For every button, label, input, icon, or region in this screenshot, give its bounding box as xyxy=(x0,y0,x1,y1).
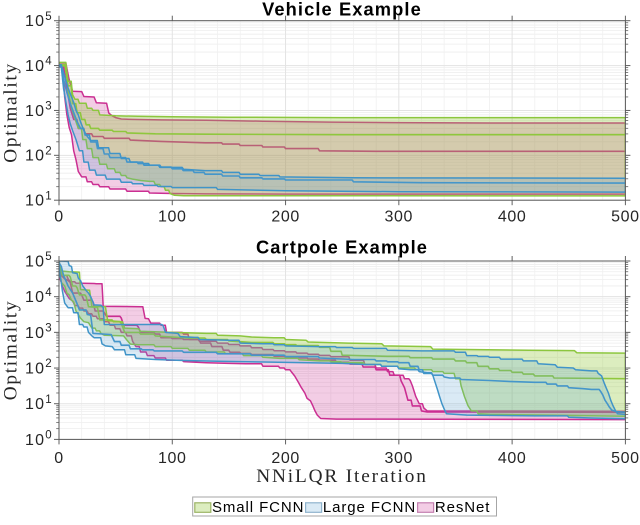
svg-text:400: 400 xyxy=(498,450,527,467)
svg-text:101: 101 xyxy=(25,394,53,413)
svg-text:103: 103 xyxy=(25,101,53,120)
svg-text:300: 300 xyxy=(385,450,414,467)
svg-text:105: 105 xyxy=(25,11,53,30)
svg-text:Optimality: Optimality xyxy=(1,300,22,401)
svg-text:101: 101 xyxy=(25,190,53,209)
svg-text:102: 102 xyxy=(25,358,53,377)
svg-text:100: 100 xyxy=(158,209,187,226)
svg-text:104: 104 xyxy=(25,287,53,306)
svg-text:400: 400 xyxy=(498,209,527,226)
svg-text:200: 200 xyxy=(271,450,300,467)
svg-text:0: 0 xyxy=(54,209,64,226)
svg-text:103: 103 xyxy=(25,323,53,342)
svg-text:Small FCNN: Small FCNN xyxy=(212,499,304,516)
svg-text:200: 200 xyxy=(271,209,300,226)
svg-text:500: 500 xyxy=(611,450,640,467)
svg-text:Optimality: Optimality xyxy=(1,62,22,163)
svg-text:Vehicle Example: Vehicle Example xyxy=(262,0,422,20)
svg-text:102: 102 xyxy=(25,145,53,164)
svg-text:104: 104 xyxy=(25,56,53,75)
svg-text:0: 0 xyxy=(54,450,64,467)
svg-text:Cartpole Example: Cartpole Example xyxy=(256,237,428,258)
svg-text:100: 100 xyxy=(158,450,187,467)
svg-text:105: 105 xyxy=(25,251,53,270)
svg-text:NNiLQR Iteration: NNiLQR Iteration xyxy=(256,466,428,487)
svg-text:100: 100 xyxy=(25,430,53,449)
svg-text:ResNet: ResNet xyxy=(435,499,490,516)
svg-text:500: 500 xyxy=(611,209,640,226)
svg-text:300: 300 xyxy=(385,209,414,226)
svg-text:Large FCNN: Large FCNN xyxy=(323,499,416,516)
